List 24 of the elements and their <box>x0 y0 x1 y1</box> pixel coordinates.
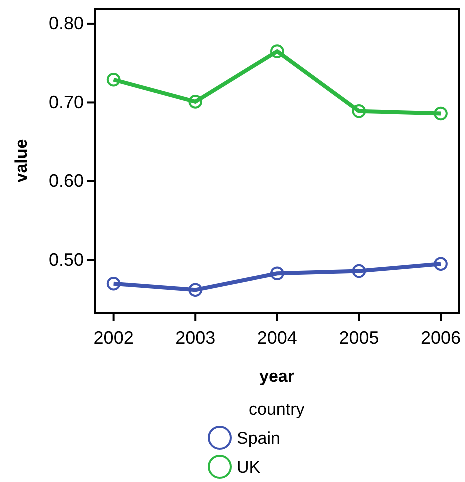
point <box>352 104 366 118</box>
point <box>270 44 284 58</box>
legend-label: Spain <box>237 429 280 448</box>
point <box>106 72 121 87</box>
point <box>434 257 448 272</box>
point <box>434 106 448 121</box>
point <box>188 283 203 298</box>
y-tick-label: 0.50 <box>48 250 84 270</box>
legend-title: country <box>249 400 306 419</box>
point <box>188 95 203 109</box>
legend-label: UK <box>237 458 262 477</box>
x-axis-title: year <box>260 367 295 386</box>
y-axis-title: value <box>12 139 31 183</box>
x-tick-label: 2006 <box>420 328 462 348</box>
y-tick-label: 0.80 <box>48 14 84 34</box>
y-tick-label: 0.60 <box>48 171 84 192</box>
point <box>270 266 284 281</box>
x-tick-label: 2002 <box>94 328 134 348</box>
y-tick-label: 0.70 <box>48 92 84 112</box>
x-tick-label: 2005 <box>339 328 380 348</box>
x-tick-label: 2003 <box>176 328 216 348</box>
point <box>106 276 121 291</box>
x-tick-label: 2004 <box>257 328 298 348</box>
point <box>352 264 366 278</box>
